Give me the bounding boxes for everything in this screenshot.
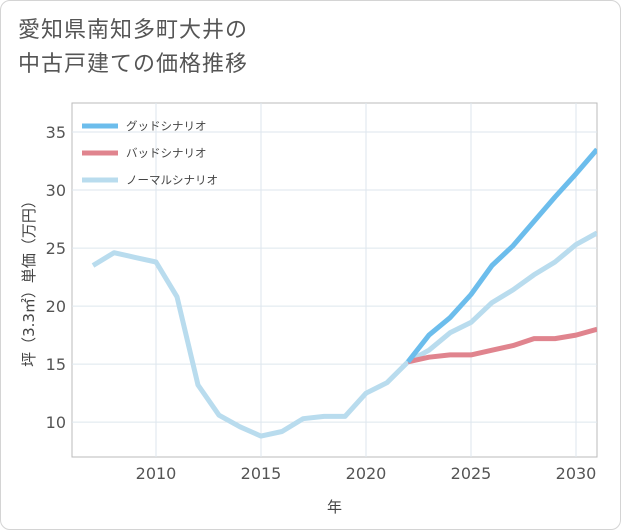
y-tick-label: 30 [46, 181, 66, 200]
y-tick-label: 10 [46, 413, 66, 432]
y-tick-label: 25 [46, 239, 66, 258]
y-tick-label: 20 [46, 297, 66, 316]
chart-title-line-1: 愛知県南知多町大井の [18, 18, 249, 43]
legend-label-0: グッドシナリオ [126, 119, 207, 133]
x-tick-label: 2010 [136, 464, 177, 483]
series-line-2 [91, 230, 597, 439]
x-tick-label: 2030 [556, 464, 597, 483]
chart-title: 愛知県南知多町大井の 中古戸建ての価格推移 [18, 14, 248, 82]
legend-label-1: バッドシナリオ [126, 146, 207, 160]
y-axis-title: 坪（3.3㎡）単価（万円） [20, 193, 38, 367]
x-axis-title: 年 [327, 498, 342, 516]
series-line-0 [406, 147, 597, 364]
y-tick-label: 35 [46, 123, 66, 142]
chart-title-line-2: 中古戸建ての価格推移 [18, 52, 249, 77]
x-tick-label: 2025 [451, 464, 492, 483]
plot-area [71, 102, 598, 458]
x-tick-label: 2020 [346, 464, 387, 483]
legend-label-2: ノーマルシナリオ [126, 173, 218, 187]
x-tick-label: 2015 [241, 464, 282, 483]
y-tick-label: 15 [46, 355, 66, 374]
series-line-1 [407, 326, 597, 365]
